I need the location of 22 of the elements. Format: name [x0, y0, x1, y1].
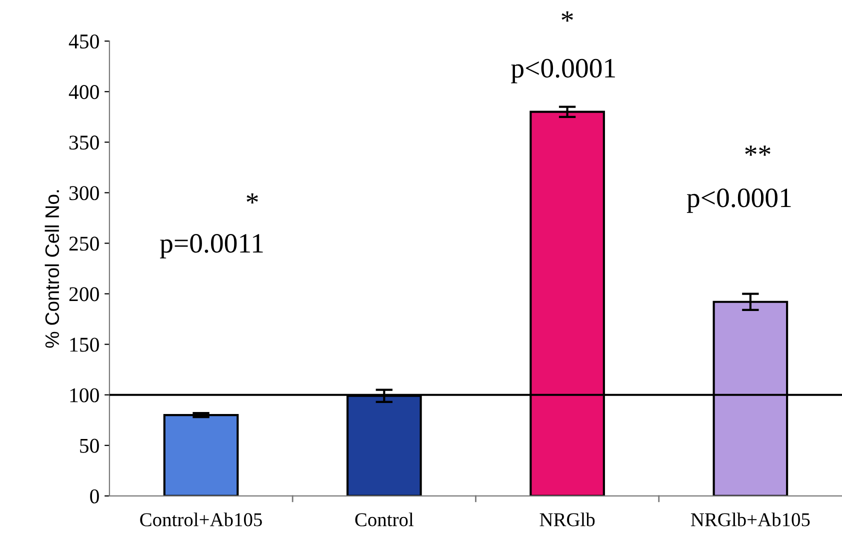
x-tick-label: Control	[355, 512, 414, 526]
y-tick-label: 400	[68, 85, 99, 100]
y-tick-label: 350	[69, 136, 99, 150]
y-tick-label: 150	[70, 338, 99, 352]
x-tick-label: NRGlb	[540, 512, 595, 526]
annotation: **	[745, 146, 770, 156]
y-tick-label: 50	[80, 438, 99, 453]
y-tick-label: 300	[69, 186, 99, 200]
y-tick-label: 100	[70, 388, 99, 402]
annotation: p=0.0011	[160, 234, 263, 258]
x-tick-label: Control+Ab105	[140, 512, 262, 526]
y-tick-label: 450	[68, 34, 99, 49]
y-tick-label: 200	[69, 287, 99, 302]
annotation: p<0.0001	[686, 188, 791, 213]
annotation: p<0.0001	[511, 58, 615, 84]
annotation: *	[246, 193, 258, 204]
y-tick-label: 250	[69, 236, 99, 251]
text: *	[562, 11, 573, 22]
y-axis-title: % Control Cell No.	[44, 190, 60, 348]
y-tick-label: 0	[90, 489, 99, 504]
bar	[163, 414, 239, 496]
x-tick-label: NRGlb+Ab105	[690, 512, 810, 526]
